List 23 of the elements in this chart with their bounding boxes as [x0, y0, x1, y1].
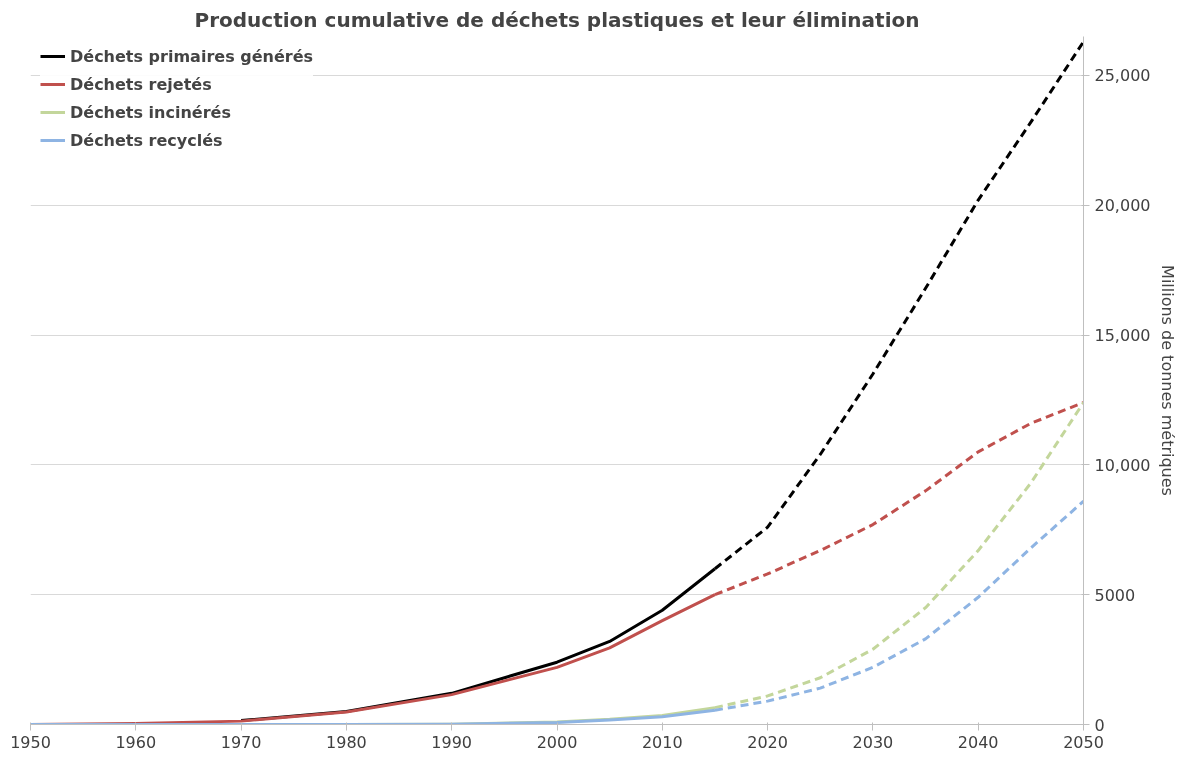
x-tick-label: 2000	[536, 732, 578, 752]
x-tick-label: 2040	[957, 732, 999, 752]
x-tick-label: 2030	[852, 732, 894, 752]
legend-label: Déchets recyclés	[70, 130, 223, 150]
x-tick-label: 1980	[326, 732, 367, 752]
x-tick-label: 1990	[431, 732, 473, 752]
y-tick-label: 0	[1094, 715, 1105, 735]
y-tick-label: 25,000	[1094, 66, 1151, 86]
y-tick-label: 20,000	[1094, 196, 1151, 216]
legend-label: Déchets primaires générés	[70, 46, 314, 66]
x-tick-label: 1960	[115, 732, 157, 752]
y-tick-label: 5000	[1094, 585, 1136, 605]
chart-title: Production cumulative de déchets plastiques et leur élimination	[194, 7, 920, 32]
y-tick-label: 10,000	[1094, 455, 1151, 475]
x-tick-label: 2010	[641, 732, 683, 752]
x-tick-label: 2020	[747, 732, 788, 752]
x-tick-label: 1970	[220, 732, 262, 752]
y-tick-label: 15,000	[1094, 326, 1151, 346]
legend-label: Déchets rejetés	[70, 74, 212, 94]
x-tick-label: 1950	[10, 732, 51, 752]
legend-label: Déchets incinérés	[70, 102, 231, 122]
x-tick-label: 2050	[1063, 732, 1104, 752]
y-axis-title: Millions de tonnes métriques	[1158, 265, 1178, 496]
